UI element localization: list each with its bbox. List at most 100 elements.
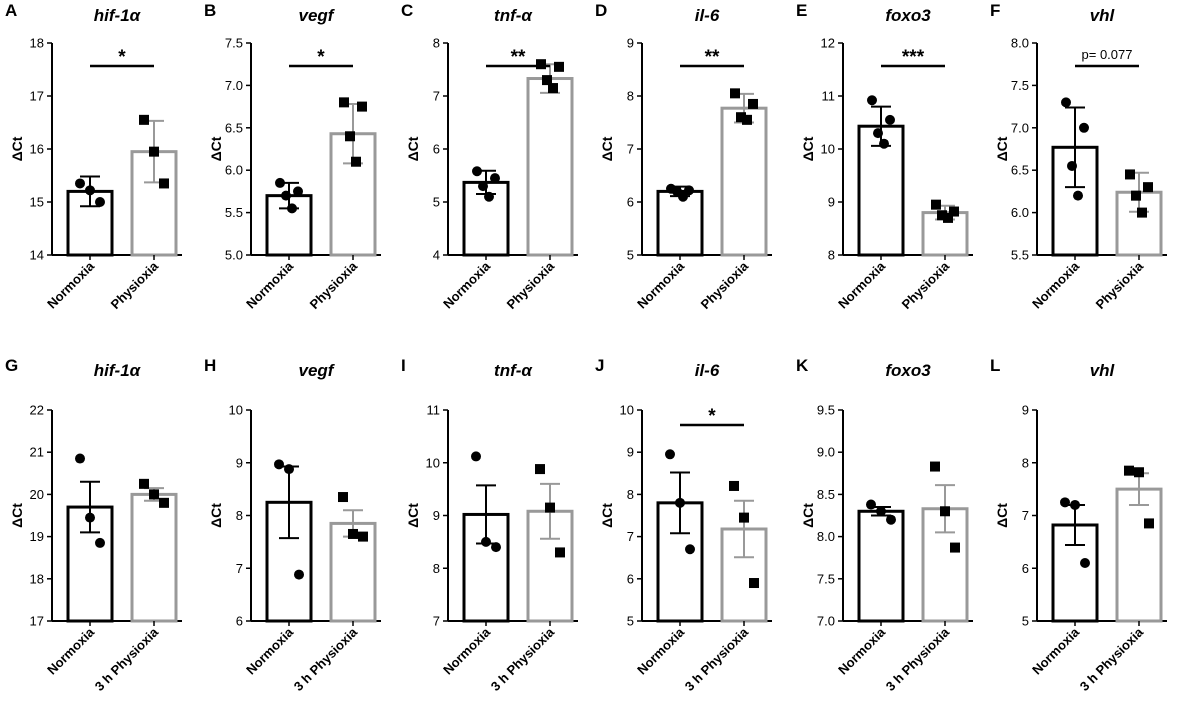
category-label: Physioxia: [307, 258, 361, 312]
data-point: [548, 83, 558, 94]
y-tick-label: 8: [828, 248, 835, 263]
bar: [720, 106, 768, 257]
y-tick-label: 7.0: [1011, 120, 1029, 135]
y-tick-label: 8: [627, 89, 634, 104]
data-point: [886, 514, 896, 525]
data-point: [729, 480, 739, 491]
panel-letter: I: [401, 356, 406, 375]
data-point: [75, 178, 85, 189]
panel-title: hif-1α: [94, 6, 142, 25]
bar: [265, 500, 313, 623]
data-point: [139, 478, 149, 489]
y-tick-label: 6.0: [225, 163, 243, 178]
data-point: [730, 88, 740, 99]
y-tick-label: 8: [433, 36, 440, 51]
panel-title: foxo3: [885, 361, 931, 380]
data-point: [1070, 499, 1080, 510]
panel-title: tnf-α: [494, 361, 533, 380]
data-point: [739, 512, 749, 523]
panel-title: vegf: [299, 6, 336, 25]
y-tick-label: 9: [236, 455, 243, 470]
data-point: [294, 569, 304, 580]
data-point: [149, 489, 159, 500]
y-tick-label: 6: [1022, 561, 1029, 576]
data-point: [876, 506, 886, 517]
data-point: [348, 528, 358, 539]
data-point: [879, 138, 889, 149]
y-axis-label: ΔCt: [599, 136, 615, 161]
y-tick-label: 6: [627, 571, 634, 586]
y-axis-label: ΔCt: [994, 503, 1010, 528]
data-point: [490, 173, 500, 184]
y-tick-label: 5.5: [225, 205, 243, 220]
y-tick-label: 9: [828, 195, 835, 210]
category-label: Normoxia: [243, 624, 297, 678]
data-point: [275, 177, 285, 188]
y-tick-label: 5: [627, 614, 634, 629]
y-tick-label: 6.0: [1011, 205, 1029, 220]
panel-title: tnf-α: [494, 6, 533, 25]
y-tick-label: 7.5: [817, 571, 835, 586]
bar: [130, 492, 178, 623]
data-point: [554, 61, 564, 72]
panel-title: il-6: [695, 6, 720, 25]
y-tick-label: 22: [30, 403, 44, 418]
data-point: [149, 146, 159, 157]
y-axis-label: ΔCt: [208, 503, 224, 528]
data-point: [867, 95, 877, 106]
panel-letter: H: [204, 356, 216, 375]
panel-letter: D: [595, 1, 607, 20]
data-point: [930, 461, 940, 472]
y-tick-label: 7: [433, 614, 440, 629]
category-label: 3 h Physioxia: [883, 624, 953, 694]
data-point: [1067, 160, 1077, 171]
panel-title: il-6: [695, 361, 720, 380]
data-point: [736, 112, 746, 123]
category-label: Physioxia: [1093, 258, 1147, 312]
y-tick-label: 9: [627, 36, 634, 51]
y-tick-label: 7: [1022, 508, 1029, 523]
bar: [656, 189, 704, 257]
data-point: [287, 203, 297, 214]
data-point: [931, 199, 941, 210]
data-point: [472, 166, 482, 177]
data-point: [159, 497, 169, 508]
panel-letter: A: [5, 1, 17, 20]
y-tick-label: 9.0: [817, 445, 835, 460]
category-label: 3 h Physioxia: [682, 624, 752, 694]
data-point: [536, 59, 546, 70]
y-tick-label: 17: [30, 89, 44, 104]
y-axis-label: ΔCt: [994, 136, 1010, 161]
category-label: 3 h Physioxia: [1077, 624, 1147, 694]
y-tick-label: 19: [30, 529, 44, 544]
category-label: Normoxia: [835, 624, 889, 678]
y-tick-label: 10: [821, 142, 835, 157]
category-label: Normoxia: [44, 624, 98, 678]
y-tick-label: 4: [433, 248, 440, 263]
data-point: [937, 210, 947, 221]
data-point: [491, 542, 501, 553]
y-tick-label: 11: [427, 403, 441, 418]
data-point: [555, 547, 565, 558]
data-point: [471, 451, 481, 462]
bar: [526, 77, 574, 257]
y-axis-label: ΔCt: [9, 136, 25, 161]
data-point: [284, 464, 294, 475]
panel-letter: F: [990, 1, 1000, 20]
y-tick-label: 10: [229, 403, 243, 418]
data-point: [95, 537, 105, 548]
data-point: [748, 98, 758, 109]
data-point: [274, 459, 284, 470]
y-tick-label: 6: [236, 614, 243, 629]
y-axis-label: ΔCt: [800, 503, 816, 528]
y-tick-label: 15: [30, 195, 44, 210]
data-point: [75, 453, 85, 464]
data-point: [1137, 207, 1147, 218]
data-point: [943, 212, 953, 223]
significance-label: *: [118, 47, 126, 68]
data-point: [351, 156, 361, 167]
data-point: [545, 502, 555, 513]
